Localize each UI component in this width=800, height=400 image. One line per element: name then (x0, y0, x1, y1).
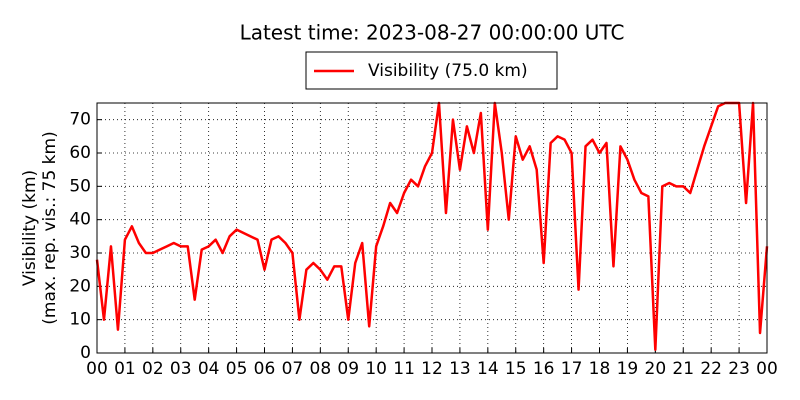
y-axis-label: (max. rep. vis.: 75 km) (40, 131, 60, 324)
x-tick-label: 20 (645, 359, 667, 379)
y-tick-label: 70 (69, 110, 91, 130)
legend-label: Visibility (75.0 km) (368, 61, 528, 81)
x-tick-label: 05 (226, 359, 248, 379)
x-tick-label: 22 (700, 359, 722, 379)
chart-title: Latest time: 2023-08-27 00:00:00 UTC (240, 21, 625, 45)
y-tick-label: 0 (80, 343, 91, 363)
x-tick-label: 15 (505, 359, 527, 379)
y-tick-label: 30 (69, 243, 91, 263)
x-tick-label: 01 (114, 359, 136, 379)
x-tick-label: 09 (337, 359, 359, 379)
y-axis-label: Visibility (km) (20, 170, 40, 286)
y-tick-label: 50 (69, 176, 91, 196)
y-tick-label: 60 (69, 143, 91, 163)
x-tick-label: 12 (421, 359, 443, 379)
x-tick-label: 16 (533, 359, 555, 379)
x-tick-label: 11 (393, 359, 415, 379)
y-tick-label: 40 (69, 210, 91, 230)
x-tick-label: 04 (198, 359, 220, 379)
x-tick-label: 02 (142, 359, 164, 379)
y-tick-label: 10 (69, 310, 91, 330)
x-tick-label: 08 (310, 359, 332, 379)
x-tick-label: 21 (672, 359, 694, 379)
x-tick-label: 00 (756, 359, 778, 379)
x-tick-label: 18 (589, 359, 611, 379)
x-tick-label: 14 (477, 359, 499, 379)
legend: Visibility (75.0 km) (305, 51, 558, 90)
x-tick-label: 19 (617, 359, 639, 379)
x-tick-label: 03 (170, 359, 192, 379)
x-tick-label: 07 (282, 359, 304, 379)
x-tick-label: 17 (561, 359, 583, 379)
x-tick-label: 10 (365, 359, 387, 379)
x-tick-label: 23 (728, 359, 750, 379)
x-tick-label: 00 (86, 359, 108, 379)
plot-frame (96, 102, 768, 354)
y-tick-label: 20 (69, 276, 91, 296)
x-tick-label: 06 (254, 359, 276, 379)
data-line (95, 101, 769, 351)
x-tick-label: 13 (449, 359, 471, 379)
